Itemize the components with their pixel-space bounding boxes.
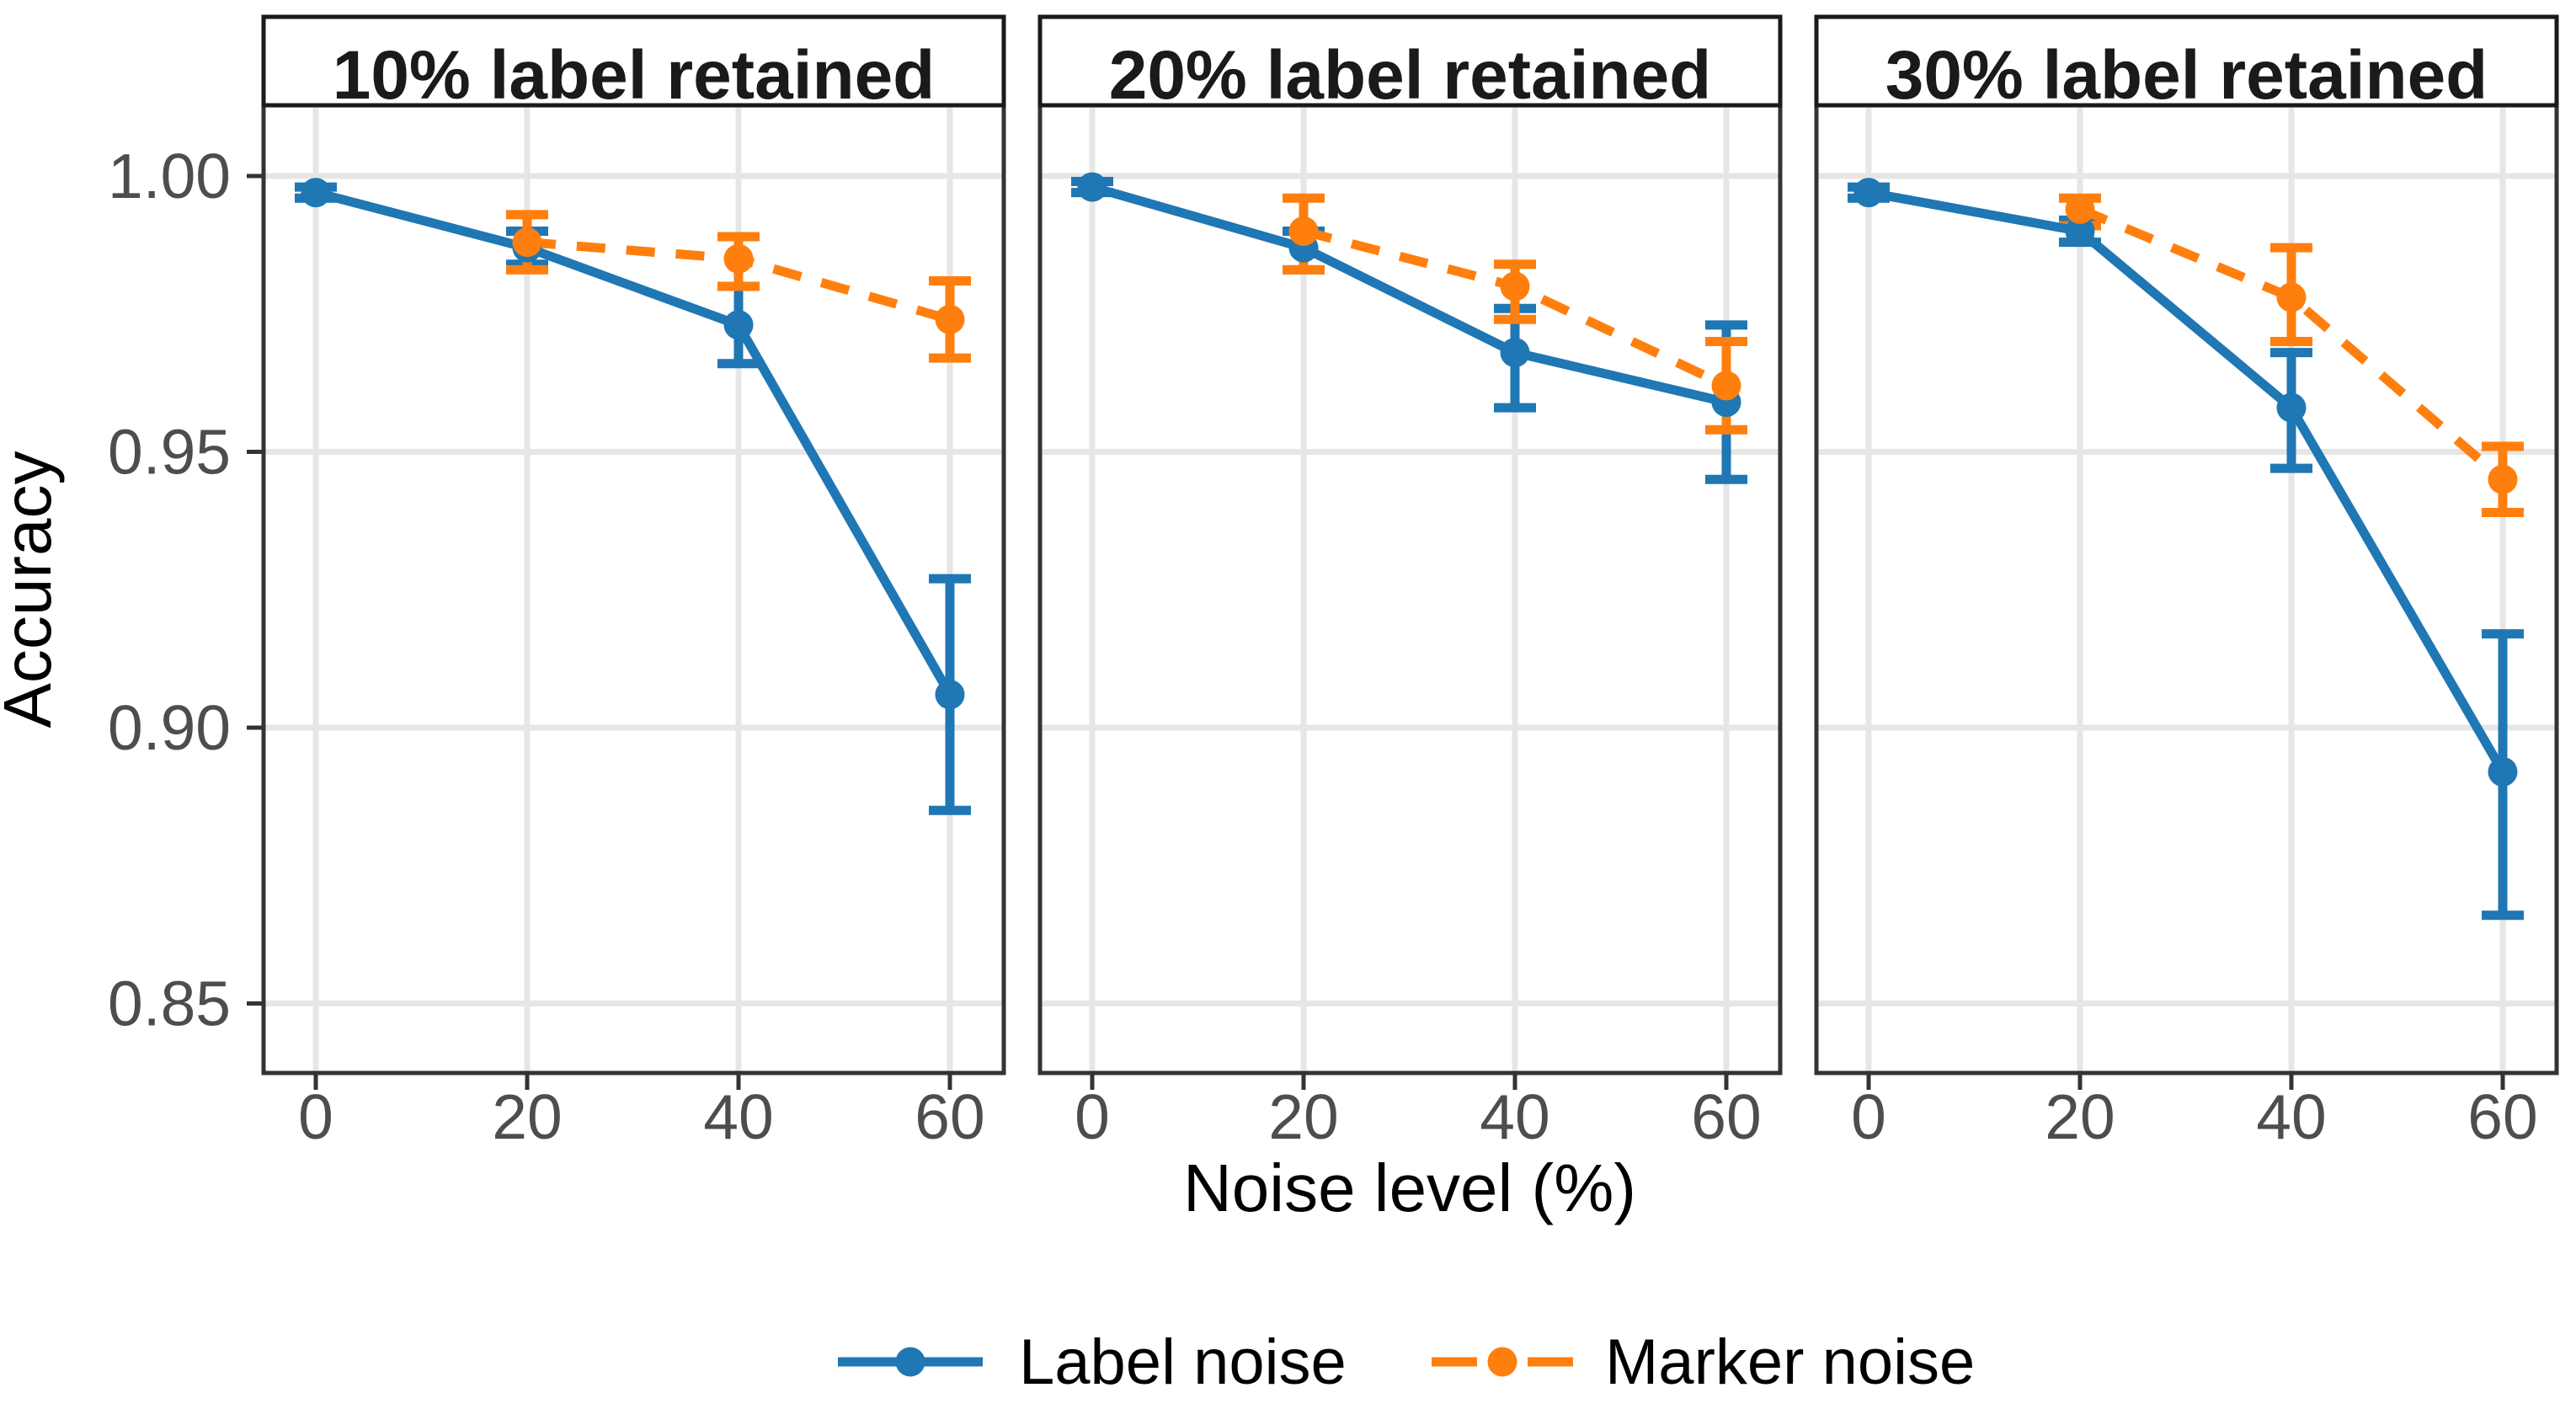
data-point [723, 310, 754, 340]
legend: Label noise Marker noise [838, 1326, 1975, 1398]
x-tick-label: 40 [703, 1081, 773, 1152]
y-tick-label: 0.90 [108, 692, 231, 763]
data-point [935, 680, 965, 710]
x-tick-label: 40 [1480, 1081, 1549, 1152]
y-tick-label: 0.95 [108, 417, 231, 488]
x-tick-label: 60 [915, 1081, 984, 1152]
data-point [723, 243, 754, 274]
data-point [1711, 371, 1741, 401]
legend-item-marker-noise: Marker noise [1432, 1326, 1975, 1398]
facet-panel-2 [1814, 14, 2559, 1075]
data-point [1500, 271, 1530, 302]
legend-label-label-noise: Label noise [1019, 1326, 1347, 1398]
data-point [1500, 338, 1530, 368]
x-tick-label: 60 [1691, 1081, 1761, 1152]
data-point [1853, 178, 1884, 208]
y-tick-label: 1.00 [108, 141, 231, 211]
x-tick-label: 0 [1075, 1081, 1110, 1152]
data-point [1077, 172, 1107, 202]
y-axis-title: Accuracy [0, 451, 65, 729]
data-point [2488, 464, 2518, 494]
series-line-label-noise [1868, 188, 2507, 775]
data-point [512, 227, 542, 258]
facet-strip-title-1: 10% label retained [333, 37, 936, 114]
legend-label-marker-noise: Marker noise [1605, 1326, 1975, 1398]
x-axis-title: Noise level (%) [1183, 1150, 1636, 1225]
x-tick-label: 40 [2256, 1081, 2326, 1152]
facet-strip-title-3: 30% label retained [1885, 37, 2488, 114]
legend-key-dot-marker-noise [1487, 1347, 1517, 1377]
facet-strip [1037, 14, 1783, 108]
panels-layer [261, 14, 2559, 1075]
legend-item-label-noise: Label noise [838, 1326, 1347, 1398]
data-point [2488, 756, 2518, 787]
data-point [2065, 194, 2095, 224]
facet-panel-0 [261, 14, 1006, 1075]
data-point [2276, 282, 2307, 312]
series-line-label-noise [314, 188, 954, 697]
x-tick-label: 20 [492, 1081, 562, 1152]
y-tick-label: 0.85 [108, 969, 231, 1039]
facet-panel-1 [1037, 14, 1783, 1075]
data-point [935, 304, 965, 334]
data-point [301, 178, 331, 208]
x-tick-label: 20 [2045, 1081, 2115, 1152]
data-point [1288, 216, 1319, 246]
x-tick-label: 0 [1851, 1081, 1886, 1152]
x-tick-label: 20 [1268, 1081, 1338, 1152]
data-point [2276, 392, 2307, 423]
facet-strip [261, 14, 1006, 108]
x-tick-label: 60 [2467, 1081, 2537, 1152]
series-line-marker-noise [2077, 205, 2506, 483]
legend-key-dot-label-noise [895, 1347, 925, 1377]
axis-layer: 0 20 40 60 0 20 40 60 0 20 40 60 1.00 0.95 0.90 0.85 [108, 141, 2538, 1152]
x-tick-label: 0 [298, 1081, 333, 1152]
series-line-label-noise [1091, 182, 1728, 407]
data-point [2065, 216, 2095, 246]
facet-strip-title-2: 20% label retained [1109, 37, 1712, 114]
facet-strip [1814, 14, 2559, 108]
